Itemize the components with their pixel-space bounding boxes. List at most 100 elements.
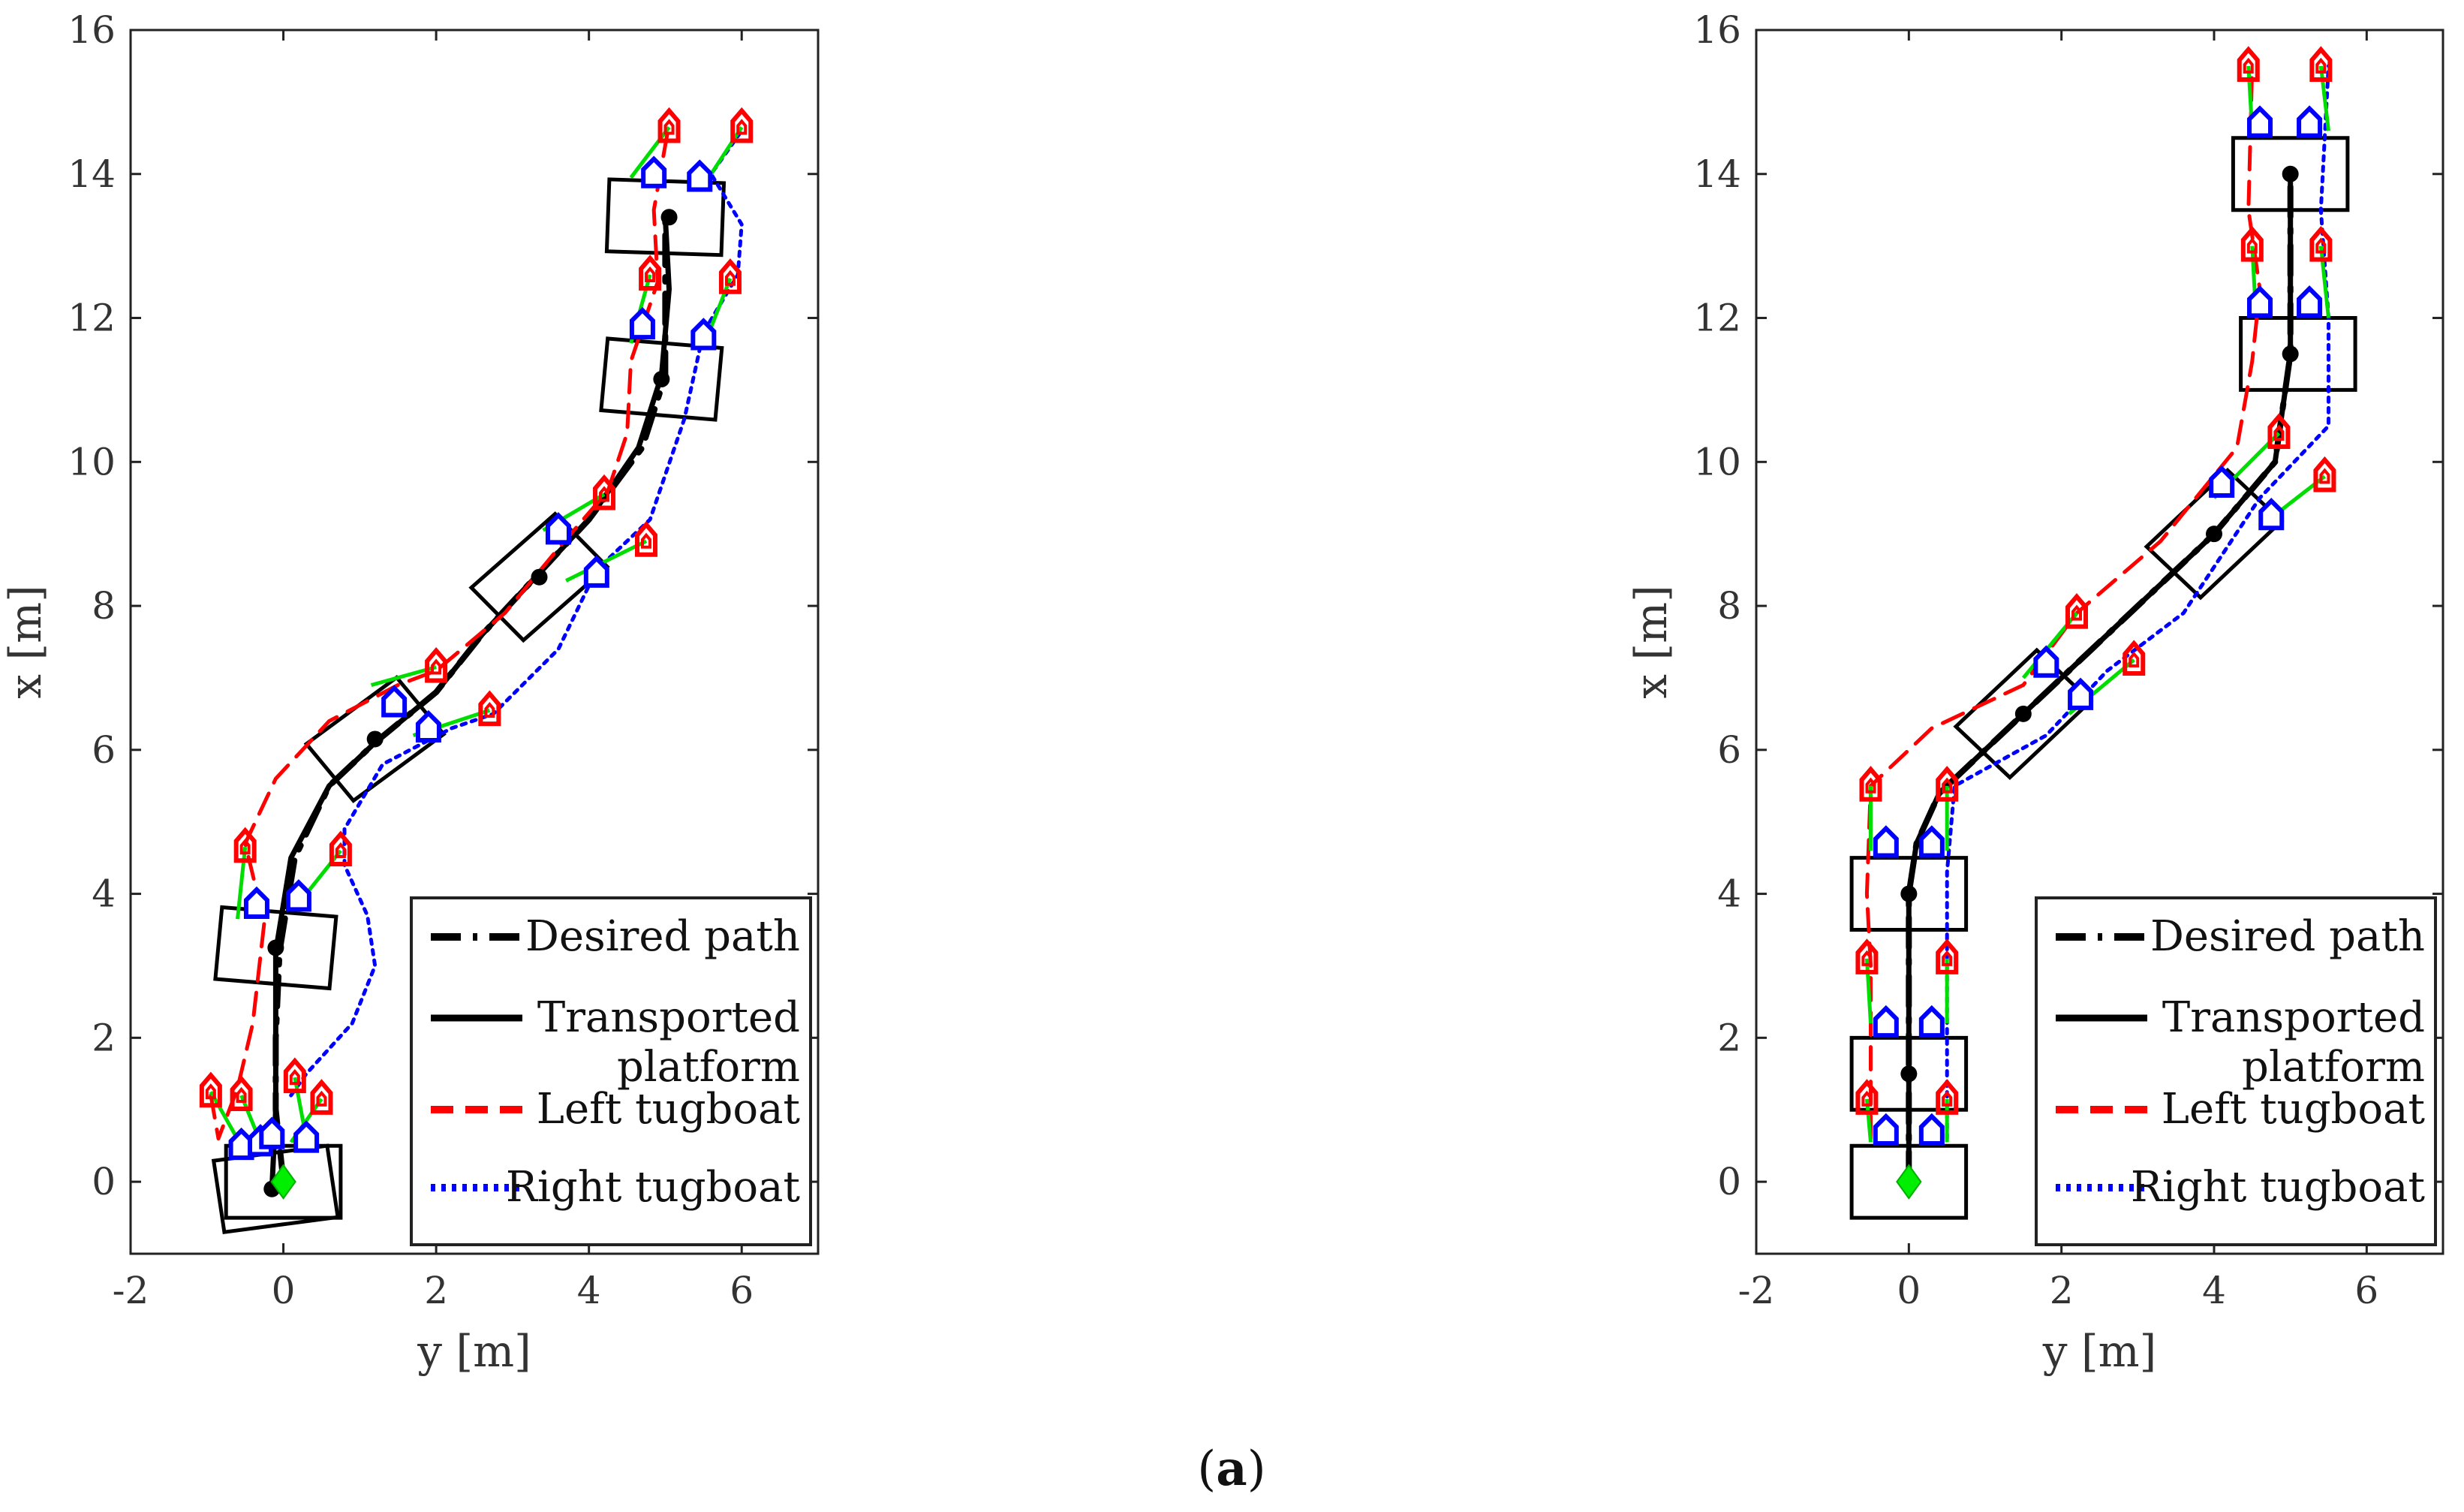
left-tugboat-icon (2240, 226, 2264, 262)
platform-pose (224, 1143, 343, 1220)
tow-line (629, 125, 671, 179)
left-tugboat-icon (2309, 46, 2333, 82)
left-tugboat-icon-inner (736, 119, 748, 135)
left-tugboat-icon (1855, 938, 1879, 974)
platform-pose (2231, 136, 2350, 212)
platform-pose (468, 511, 610, 643)
y-tick-label: 14 (1693, 152, 1741, 196)
x-tick-label: 4 (577, 1269, 601, 1312)
platform-center-point (660, 209, 678, 226)
right-tugboat-icon (2258, 497, 2285, 531)
platform-legend-label: platform (2242, 1043, 2425, 1092)
platform-pose (213, 905, 338, 991)
x-tick-label: 6 (730, 1269, 754, 1312)
platform-center-point (267, 939, 284, 956)
platform-pose (211, 1143, 340, 1235)
platform-legend-label: platform (617, 1043, 800, 1092)
left-tugboat-icon-inner (239, 839, 251, 855)
right-panel: -2 0 2 4 6 0 2 4 6 8 10 12 14 16 y [m] x [m] Desired pat… (1626, 8, 2444, 1377)
left-tugboat-icon (310, 1079, 333, 1115)
right-tugboat-icon (2247, 285, 2273, 318)
x-tick-label: 2 (424, 1269, 448, 1312)
platform-pose (1849, 1035, 1969, 1112)
platform-center-point (2206, 526, 2222, 543)
y-axis-label: x [m] (1626, 585, 1677, 698)
right-tugboat-icon (2247, 105, 2273, 138)
left-panel: -2 0 2 4 6 0 2 4 6 8 10 12 14 16 y [m] x [m] Desired pat… (0, 8, 820, 1377)
start-marker (1896, 1164, 1922, 1200)
platform-center-point (1900, 885, 1918, 902)
left-tugboat-icon-inner (1942, 777, 1953, 794)
tow-line (2318, 65, 2330, 131)
left-tugboat-icon-inner (289, 1068, 300, 1086)
left-tugboat-icon-inner (335, 842, 346, 859)
platform-center-point (2014, 705, 2032, 722)
left-tugboat-icon (2065, 593, 2088, 629)
tow-line (1864, 958, 1873, 1024)
platform-legend-label: Transported (2162, 993, 2425, 1042)
platform-pose (2239, 316, 2357, 392)
right-tugboat-icon (2068, 677, 2094, 710)
platform-center-point (366, 730, 384, 748)
y-tick-label: 0 (92, 1160, 116, 1203)
platform-pose (1849, 856, 1969, 932)
right-tugboat-icon (545, 512, 571, 545)
y-tick-label: 10 (68, 440, 116, 483)
right-tugboat-icon (1918, 825, 1945, 858)
left-tugboat-icon-inner (484, 701, 495, 718)
platform-center-point (2282, 345, 2299, 363)
right-legend-label: Right tugboat (2131, 1163, 2426, 1212)
x-tick-label: 0 (272, 1269, 296, 1312)
left-tugboat-icon-inner (645, 266, 656, 282)
platform-pose (599, 336, 724, 422)
right-tugboat-icon (243, 886, 269, 919)
right-tugboat-icon (415, 709, 441, 743)
right-tugboat-icon (293, 1120, 320, 1153)
left-tugboat-icon (657, 107, 681, 143)
left-tugboat-icon (425, 646, 448, 683)
left-tugboat-icon (2309, 226, 2333, 262)
left-tugboat-icon-inner (2273, 424, 2285, 441)
platform-center-point (653, 371, 670, 388)
left-tugboat-icon (2123, 640, 2146, 676)
x-axis-label: y [m] (417, 1326, 531, 1377)
platform-center-point (1900, 1065, 1918, 1083)
platform-pose (2144, 467, 2285, 601)
y-tick-label: 12 (68, 297, 116, 340)
right-tugboat-icon (690, 318, 717, 351)
y-tick-label: 16 (1693, 8, 1741, 52)
platform-legend-label: Transported (537, 993, 800, 1042)
platform-center-point (531, 568, 548, 586)
tow-line (709, 126, 744, 176)
right-tugboat-icon (1918, 1004, 1945, 1038)
left-tugboat-icon-inner (1942, 950, 1953, 966)
left-tugboat-icon (283, 1057, 306, 1094)
x-tick-label: 2 (2050, 1269, 2074, 1312)
left-tugboat-icon (593, 474, 616, 511)
right-tugboat-icon (687, 159, 713, 192)
x-tick-label: 0 (1897, 1269, 1921, 1312)
left-tugboat-icon (1855, 1079, 1879, 1115)
right-tugboat-icon (641, 155, 667, 188)
right-tugboat-icon (1873, 1004, 1899, 1038)
right-tugboat-icon (2297, 105, 2323, 138)
y-tick-label: 8 (92, 584, 116, 628)
platform-pose (1953, 647, 2094, 781)
tow-line (565, 539, 648, 583)
left-tugboat-icon-inner (2319, 468, 2330, 484)
left-tugboat-icon (2267, 413, 2291, 449)
left-tugboat-icon (635, 521, 657, 557)
legend-box (410, 896, 812, 1246)
x-tick-label: -2 (113, 1269, 149, 1312)
left-tugboat-icon-inner (641, 532, 651, 549)
left-tugboat-icon-inner (316, 1090, 327, 1107)
left-tugboat-icon-inner (2246, 237, 2258, 254)
left-tugboat-icon-inner (1861, 1090, 1873, 1107)
y-tick-label: 6 (1717, 728, 1741, 772)
right-tugboat-icon (1918, 1113, 1945, 1146)
left-tugboat-icon-inner (205, 1083, 216, 1100)
left-tugboat-icon-inner (236, 1086, 247, 1104)
platform-pose (604, 177, 727, 258)
left-tugboat-icon (233, 827, 257, 863)
